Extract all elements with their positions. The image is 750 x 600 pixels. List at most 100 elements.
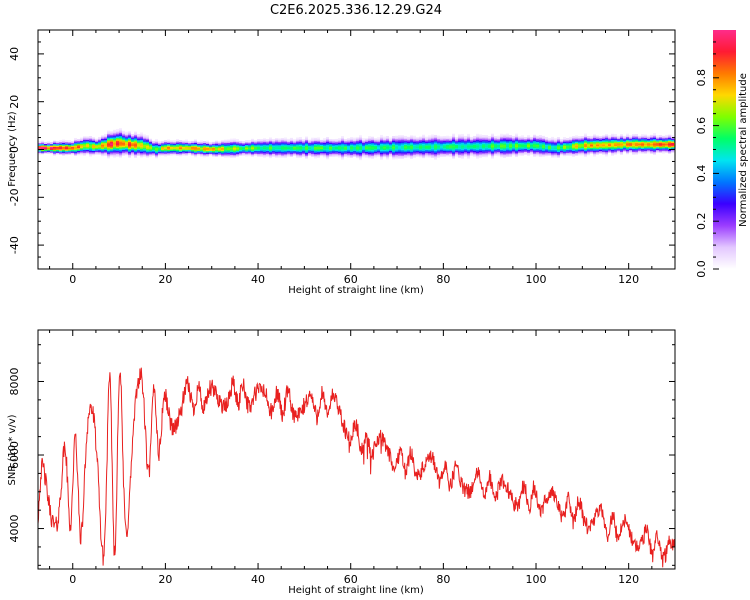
spectrogram-cell [323,145,326,148]
spectrogram-cell [86,145,89,148]
spectrogram-cell [566,153,569,156]
spectrogram-cell [98,152,101,155]
spectrogram-cell [503,138,506,141]
spectrogram-cell [80,140,83,143]
spectrogram-column [476,133,479,159]
spectrogram-cell [668,143,671,146]
spectrogram-column [119,128,122,158]
spectrogram-cell [419,142,422,145]
spectrogram-cell [284,141,287,144]
spectrogram-cell [356,156,359,159]
spectrogram-cell [449,139,452,142]
spectrogram-cell [80,143,83,146]
spectrogram-cell [488,146,491,149]
spectrogram-cell [353,153,356,156]
spectrogram-cell [368,153,371,156]
spectrogram-cell [296,153,299,156]
spectrogram-cell [473,138,476,141]
spectrogram-cell [518,150,521,153]
spectrogram-cell [581,147,584,150]
snr-x-tick-label: 100 [526,573,547,586]
spectrogram-cell [329,143,332,146]
spectrogram-cell [113,154,116,157]
spectrogram-cell [443,153,446,156]
spectrogram-cell [65,148,68,151]
spectrogram-cell [113,148,116,151]
spectrogram-column [554,138,557,158]
spectrogram-cell [671,149,674,152]
spectrogram-cell [65,151,68,154]
spectrogram-cell [140,146,143,149]
spectrogram-cell [107,134,110,137]
spectrogram-cell [107,154,110,157]
spectrogram-cell [611,142,614,145]
spectrogram-cell [326,150,329,153]
spectrogram-cell [404,140,407,143]
spectrogram-cell [662,137,665,140]
spectrogram-cell [620,144,623,147]
spectrogram-cell [671,143,674,146]
spectrogram-cell [506,142,509,145]
spectrogram-cell [644,141,647,144]
spectrogram-cell [398,136,401,139]
spectrogram-cell [395,135,398,138]
spectrogram-cell [395,147,398,150]
spectrogram-cell [452,146,455,149]
spectrogram-cell [353,137,356,140]
spectrogram-cell [512,146,515,149]
spectrogram-cell [149,151,152,154]
spectrogram-cell [284,150,287,153]
spectrogram-cell [344,140,347,143]
spectrogram-cell [113,138,116,141]
spectrogram-cell [290,147,293,150]
spectrogram-cell [167,140,170,143]
spectrogram-cell [443,144,446,147]
spectrogram-cell [428,155,431,158]
spectrogram-cell [116,146,119,149]
spectrogram-cell [113,151,116,154]
spectrogram-cell [548,138,551,141]
spectrogram-cell [140,141,143,144]
spectrogram-cell [665,147,668,150]
spectrogram-cell [575,151,578,154]
spectrogram-cell [104,152,107,155]
snr-x-tick-label: 60 [344,573,358,586]
spectrogram-cell [314,144,317,147]
spectrogram-column [266,139,269,157]
spectrogram-cell [326,147,329,150]
spectrogram-cell [134,134,137,137]
spectrogram-cell [98,139,101,142]
spectrogram-column [350,137,353,158]
spectrogram-column [548,138,551,156]
spectrogram-cell [227,141,230,143]
spectrogram-cell [83,142,86,145]
spectrogram-cell [452,142,455,145]
spectrogram-cell [269,147,272,150]
spectrogram-column [164,140,167,157]
spectrogram-cell [407,154,410,156]
spectrogram-cell [50,149,53,152]
spectrogram-cell [374,149,377,152]
spectrogram-cell [386,146,389,148]
spectrogram-cell [254,144,257,147]
spectrogram-cell [269,141,272,144]
spectrogram-cell [560,150,563,153]
spectrogram-cell [356,144,359,147]
spectrogram-cell [425,148,428,151]
spectrogram-cell [239,143,242,146]
spectrogram-cell [485,138,488,140]
spectrogram-cell [362,141,365,143]
spectrogram-cell [632,142,635,145]
spectrogram-cell [56,145,59,148]
spectrogram-cell [497,152,500,155]
spectrogram-cell [629,146,632,149]
spectrogram-column [281,138,284,158]
spectrogram-cell [248,144,251,147]
spectrogram-cell [320,149,323,152]
spectrogram-cell [296,140,299,143]
spectrogram-cell [407,152,410,155]
spectrogram-cell [251,140,254,143]
spectrogram-cell [299,149,302,152]
spectrogram-column [584,133,587,158]
